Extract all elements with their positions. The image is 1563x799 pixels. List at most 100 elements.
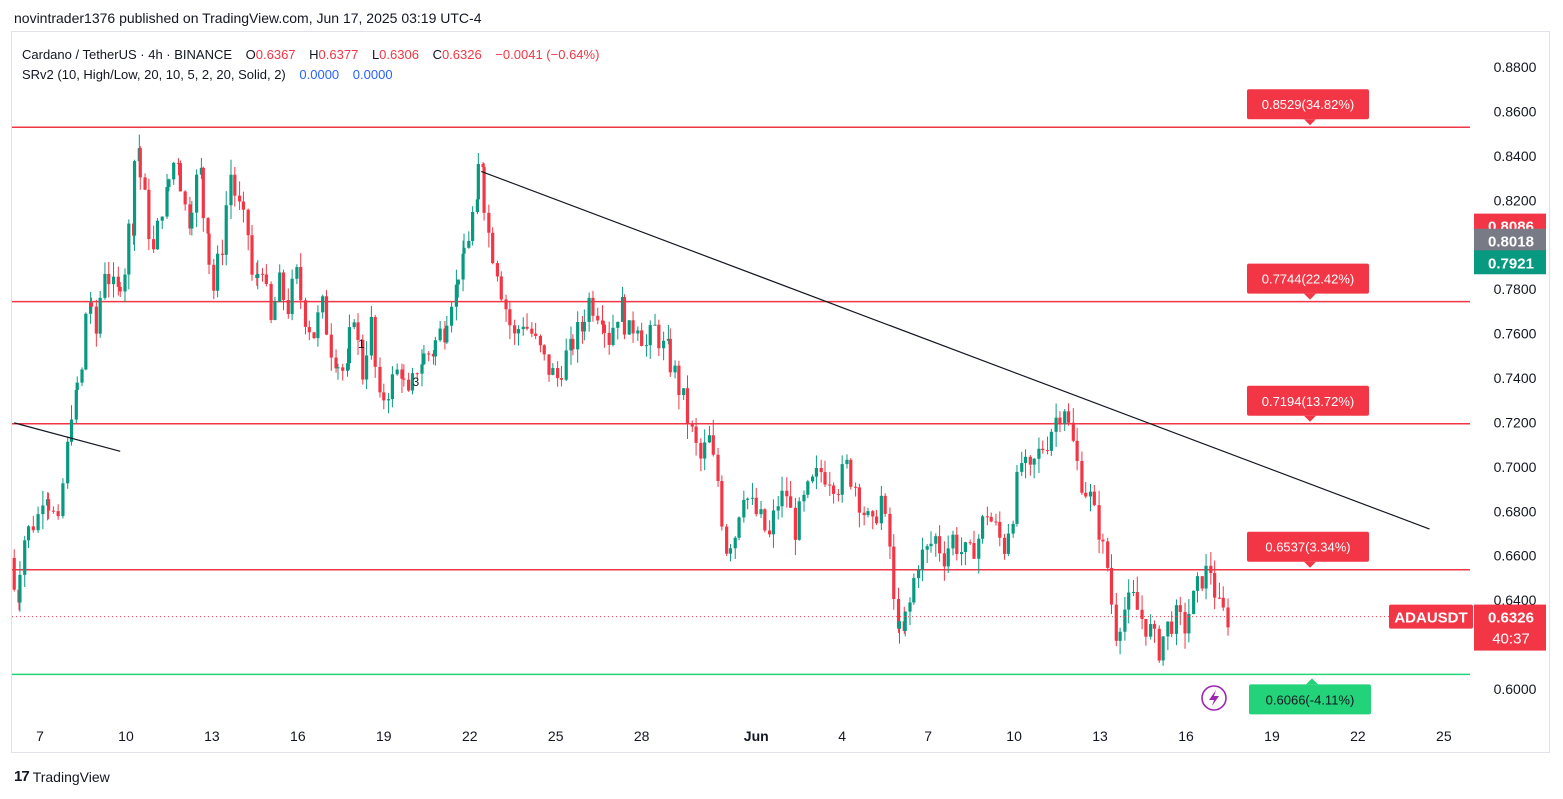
candle-body <box>1080 460 1084 493</box>
candle-body <box>456 279 460 285</box>
candle-body <box>476 163 480 200</box>
time-tick-label: 28 <box>634 728 650 744</box>
level-label-box[interactable] <box>1247 263 1369 294</box>
symbol-title[interactable]: Cardano / TetherUS · 4h · BINANCE <box>22 47 233 62</box>
indicator-name[interactable]: SRv2 (10, High/Low, 20, 10, 5, 2, 20, So… <box>22 67 286 82</box>
candle-body <box>281 272 286 301</box>
candle-body <box>143 177 147 190</box>
countdown-label: 40:37 <box>1492 631 1530 648</box>
candle-body <box>111 276 116 285</box>
level-label: 0.6066(-4.11%) <box>1266 692 1355 707</box>
candle-body <box>508 309 512 326</box>
level-label-box[interactable] <box>1247 89 1369 120</box>
candle-body <box>80 369 84 383</box>
candle-body <box>454 284 458 307</box>
candle-body <box>176 162 181 164</box>
candle-body <box>946 548 950 567</box>
legend-ohlc-row: Cardano / TetherUS · 4h · BINANCE O0.636… <box>22 45 599 65</box>
candle-body <box>564 350 568 380</box>
candle-body <box>395 369 399 375</box>
time-tick-label: 7 <box>36 728 44 744</box>
candle-body <box>897 621 902 629</box>
candle-body <box>942 553 946 567</box>
symbol-badge[interactable] <box>1389 604 1473 629</box>
candle-body <box>725 526 729 554</box>
candle-body <box>1066 411 1071 423</box>
candle-body <box>246 209 250 236</box>
candle-body <box>390 374 394 400</box>
levels-layer: 0.8529(34.82%) 0.7744(22.42%) 0.7194(13.72… <box>12 89 1470 715</box>
time-tick-label: 25 <box>1436 728 1452 744</box>
candle-body <box>951 534 955 549</box>
time-tick-label: 16 <box>290 728 306 744</box>
candle-body <box>538 335 543 346</box>
candle-body <box>793 507 798 540</box>
candle-body <box>195 174 199 213</box>
candle-body <box>89 302 93 314</box>
candle-body <box>845 459 849 465</box>
candle-body <box>968 542 972 544</box>
candle-body <box>1118 631 1122 641</box>
candle-body <box>1213 573 1217 598</box>
candle-body <box>98 297 102 334</box>
trend-line[interactable] <box>14 422 121 452</box>
level-label: 0.6537(3.34%) <box>1265 540 1350 555</box>
candle-body <box>883 495 887 514</box>
candle-body <box>1178 605 1182 612</box>
candle-body <box>742 499 746 518</box>
time-tick-label: 22 <box>462 728 478 744</box>
candle-body <box>862 512 866 516</box>
candle-body <box>237 195 242 202</box>
candle-body <box>46 499 51 511</box>
candle-body <box>295 267 299 279</box>
candle-body <box>155 220 160 250</box>
candle-body <box>832 485 836 494</box>
candle-body <box>998 521 1002 538</box>
candle-body <box>147 189 151 240</box>
candle-body <box>542 345 546 355</box>
footer-brand[interactable]: 17 TradingView <box>14 768 110 785</box>
level-label-box[interactable] <box>1249 684 1371 715</box>
candle-body <box>771 510 776 535</box>
candle-body <box>896 599 901 629</box>
level-pointer <box>1304 561 1316 568</box>
candle-body <box>303 300 308 327</box>
candle-body <box>802 494 806 502</box>
candle-body <box>188 204 192 229</box>
candle-body <box>415 373 419 375</box>
candle-body <box>264 274 268 284</box>
published-header: novintrader1376 published on TradingView… <box>14 10 482 26</box>
level-label-box[interactable] <box>1247 385 1369 416</box>
candle-body <box>853 486 858 488</box>
candle-body <box>874 516 879 524</box>
candle-body <box>321 296 325 313</box>
candle-body <box>229 174 233 206</box>
candle-body <box>1217 597 1222 599</box>
candle-body <box>994 521 998 523</box>
alert-icon-group <box>1201 685 1227 711</box>
trend-line[interactable] <box>480 170 1430 530</box>
chart-frame[interactable] <box>11 31 1550 753</box>
candle-body <box>849 459 853 487</box>
level-label: 0.8529(34.82%) <box>1262 97 1355 112</box>
candle-body <box>857 487 861 513</box>
candle-body <box>685 388 690 424</box>
time-tick-label: 13 <box>1092 728 1108 744</box>
candle-body <box>1166 621 1170 637</box>
candle-body <box>127 223 131 275</box>
candle-body <box>559 378 564 380</box>
wave-label: 1 <box>358 337 365 351</box>
level-label-box[interactable] <box>1247 531 1369 562</box>
candle-body <box>636 330 640 334</box>
candle-body <box>1045 450 1050 452</box>
candle-body <box>810 476 815 482</box>
time-tick-label: 19 <box>1264 728 1280 744</box>
candle-body <box>431 353 436 357</box>
candle-body <box>269 283 273 320</box>
candle-body <box>1161 636 1165 661</box>
candle-body <box>929 543 933 547</box>
candle-body <box>165 187 169 217</box>
symbol-badge-label: ADAUSDT <box>1394 610 1467 627</box>
candle-body <box>481 163 485 168</box>
